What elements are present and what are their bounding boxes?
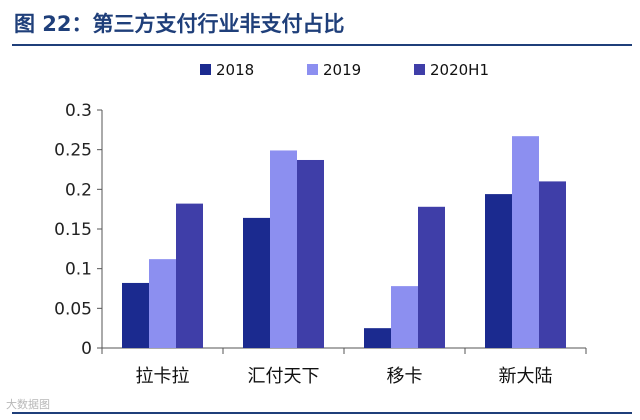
bar-2020H1 [297,159,324,348]
bar-2020H1 [418,206,445,348]
legend-label-2019: 2019 [323,61,361,79]
y-tick-label: 0 [81,339,92,359]
y-tick-label: 0.2 [65,180,92,200]
bar-2018 [364,328,391,348]
x-category-label: 移卡 [387,366,423,387]
y-tick-label: 0.25 [54,141,92,161]
legend-swatch-2020H1 [414,64,425,75]
bar-2018 [243,217,270,348]
watermark-text: 大数据图 [6,398,50,411]
x-category-label: 新大陆 [499,366,553,387]
y-tick-label: 0.3 [65,101,92,121]
legend-swatch-2018 [200,64,211,75]
title-rule [12,44,632,46]
bar-2019 [270,150,297,348]
y-tick-label: 0.1 [65,260,92,280]
bar-2019 [391,286,418,348]
legend-label-2020H1: 2020H1 [430,61,489,79]
x-category-label: 拉卡拉 [136,366,190,387]
legend-swatch-2019 [307,64,318,75]
y-tick-label: 0.15 [54,220,92,240]
bar-2018 [122,282,149,348]
bar-2020H1 [539,181,566,348]
bar-2018 [485,194,512,348]
x-category-label: 汇付天下 [248,366,320,387]
bar-2019 [512,136,539,348]
y-tick-label: 0.05 [54,299,92,319]
bar-2019 [149,259,176,348]
figure-title: 图 22：第三方支付行业非支付占比 [14,12,345,36]
legend-label-2018: 2018 [216,61,254,79]
bar-2020H1 [176,203,203,348]
bottom-rule [12,412,632,414]
